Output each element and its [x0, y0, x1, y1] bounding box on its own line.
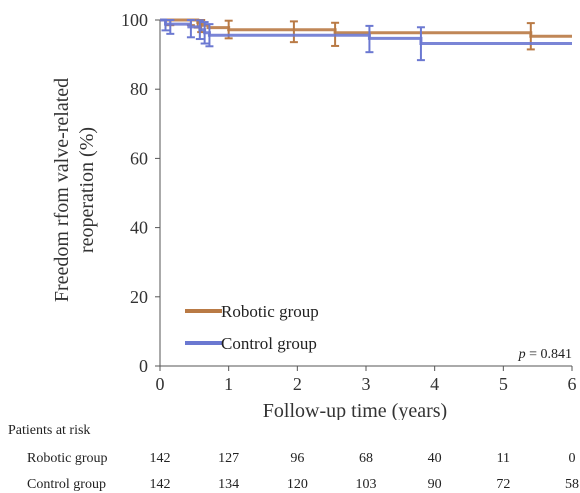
- x-tick-label: 3: [362, 374, 371, 394]
- p-value: p = 0.841: [518, 347, 572, 362]
- risk-count: 120: [286, 477, 308, 492]
- y-axis-label-line-1: Freedom rfom valve-related: [51, 78, 73, 302]
- risk-count: 58: [565, 477, 579, 492]
- risk-count: 11: [496, 451, 511, 466]
- y-tick-label: 60: [130, 148, 148, 168]
- risk-count: 103: [355, 477, 377, 492]
- y-tick-label: 80: [130, 79, 148, 99]
- series-layer: [160, 18, 572, 62]
- risk-count: 90: [427, 477, 442, 492]
- legend-item: Robotic group: [185, 302, 319, 321]
- p-value-symbol: p: [518, 347, 526, 362]
- x-tick-label: 1: [224, 374, 233, 394]
- risk-count: 127: [218, 451, 240, 466]
- y-axis-label: Freedom rfom valve-related reoperation (…: [51, 78, 98, 302]
- risk-count: 96: [290, 451, 305, 466]
- y-tick-label: 20: [130, 287, 148, 307]
- legend-label: Control group: [221, 334, 317, 353]
- legend-item: Control group: [185, 334, 317, 353]
- error-bar: [195, 19, 204, 41]
- error-bar: [186, 19, 195, 39]
- risk-count: 142: [149, 477, 171, 492]
- legend-label: Robotic group: [221, 302, 319, 321]
- y-tick-label: 0: [139, 356, 148, 376]
- y-tick-label: 100: [121, 10, 148, 30]
- p-value-text: = 0.841: [526, 347, 572, 362]
- risk-table-title: Patients at risk: [8, 423, 91, 438]
- legend: Robotic group Control group: [185, 302, 319, 353]
- x-tick-label: 2: [293, 374, 302, 394]
- km-chart: Freedom rfom valve-related reoperation (…: [51, 10, 577, 420]
- risk-count: 134: [218, 477, 240, 492]
- risk-count: 142: [149, 451, 171, 466]
- error-bar: [289, 20, 298, 44]
- y-tick-label: 40: [130, 218, 148, 238]
- error-bar: [200, 21, 209, 45]
- error-bar: [365, 24, 374, 54]
- risk-row-label: Control group: [27, 477, 106, 492]
- x-ticks: 0 1 2 3 4 5 6: [156, 366, 577, 394]
- y-ticks: 0 20 40 60 80 100: [121, 10, 160, 376]
- x-tick-label: 0: [156, 374, 165, 394]
- risk-row-label: Robotic group: [27, 451, 108, 466]
- error-bar: [205, 23, 214, 48]
- x-tick-label: 5: [499, 374, 508, 394]
- risk-count: 68: [359, 451, 373, 466]
- y-axis-label-line-2: reoperation (%): [76, 127, 98, 253]
- x-tick-label: 6: [568, 374, 577, 394]
- x-axis-label: Follow-up time (years): [263, 400, 447, 420]
- error-bar: [416, 26, 425, 62]
- error-bar: [166, 19, 175, 35]
- series-control: [160, 18, 572, 62]
- risk-count: 40: [427, 451, 442, 466]
- x-tick-label: 4: [430, 374, 439, 394]
- risk-count: 0: [568, 451, 576, 466]
- risk-count: 72: [496, 477, 511, 492]
